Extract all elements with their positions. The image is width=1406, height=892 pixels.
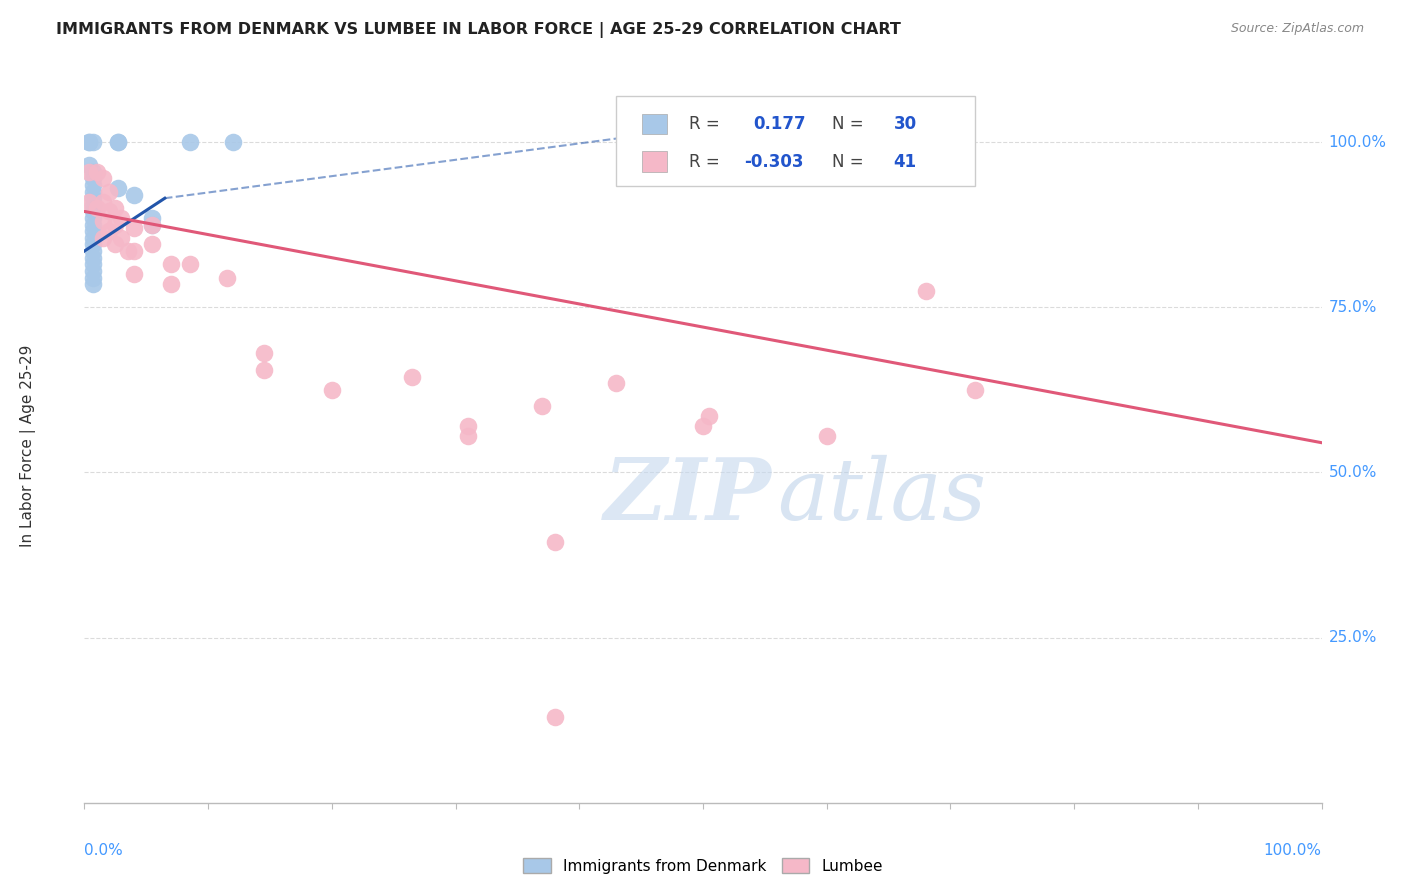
Point [82, 257, 104, 271]
Point [82, 198, 104, 212]
Text: 50.0%: 50.0% [1329, 465, 1376, 480]
Point [457, 429, 479, 443]
Text: R =: R = [689, 115, 725, 133]
Point [82, 185, 104, 199]
Text: 100.0%: 100.0% [1264, 843, 1322, 858]
Point [82, 218, 104, 232]
Point [98, 185, 121, 199]
Text: 100.0%: 100.0% [1329, 135, 1386, 150]
Point [107, 135, 129, 149]
Point [253, 346, 276, 360]
Text: IMMIGRANTS FROM DENMARK VS LUMBEE IN LABOR FORCE | AGE 25-29 CORRELATION CHART: IMMIGRANTS FROM DENMARK VS LUMBEE IN LAB… [56, 22, 901, 38]
Point [160, 257, 183, 271]
Point [82, 171, 104, 186]
Point [98, 224, 121, 238]
Point [86, 165, 108, 179]
Point [141, 237, 163, 252]
Point [110, 211, 132, 225]
Legend: Immigrants from Denmark, Lumbee: Immigrants from Denmark, Lumbee [517, 852, 889, 880]
Text: Source: ZipAtlas.com: Source: ZipAtlas.com [1230, 22, 1364, 36]
Text: 0.0%: 0.0% [84, 843, 124, 858]
Point [104, 218, 127, 232]
Text: ZIP: ZIP [605, 454, 772, 538]
Text: In Labor Force | Age 25-29: In Labor Force | Age 25-29 [20, 345, 37, 547]
Point [179, 257, 201, 271]
Point [82, 270, 104, 285]
Point [82, 251, 104, 265]
Point [605, 376, 627, 391]
Point [253, 363, 276, 377]
Point [79, 135, 101, 149]
Point [82, 264, 104, 278]
Point [82, 277, 104, 292]
Point [815, 429, 838, 443]
Text: 0.177: 0.177 [754, 115, 807, 133]
Point [117, 244, 139, 258]
Point [914, 284, 936, 298]
Point [91, 171, 114, 186]
Point [321, 383, 343, 397]
Text: R =: R = [689, 153, 725, 170]
Text: 30: 30 [894, 115, 917, 133]
Point [79, 135, 101, 149]
Text: 41: 41 [894, 153, 917, 170]
Point [965, 383, 987, 397]
Point [91, 231, 114, 245]
Point [141, 211, 163, 225]
Point [98, 204, 121, 219]
Point [86, 201, 108, 215]
Point [82, 178, 104, 192]
Point [104, 237, 127, 252]
FancyBboxPatch shape [616, 96, 976, 186]
Point [82, 211, 104, 225]
Point [82, 224, 104, 238]
Point [141, 218, 163, 232]
Point [457, 419, 479, 434]
Point [531, 400, 554, 414]
Point [91, 214, 114, 228]
Point [79, 194, 101, 209]
Point [141, 218, 163, 232]
Point [82, 191, 104, 205]
Point [122, 244, 145, 258]
Point [122, 188, 145, 202]
Point [104, 201, 127, 215]
Point [107, 181, 129, 195]
Point [122, 221, 145, 235]
Point [82, 135, 104, 149]
Point [222, 135, 245, 149]
Text: N =: N = [832, 153, 869, 170]
Point [543, 534, 565, 549]
Point [82, 165, 104, 179]
Point [107, 135, 129, 149]
Point [215, 270, 238, 285]
Text: 25.0%: 25.0% [1329, 630, 1376, 645]
Point [401, 369, 423, 384]
FancyBboxPatch shape [643, 152, 666, 172]
Text: atlas: atlas [778, 455, 987, 537]
Point [79, 158, 101, 172]
Point [122, 267, 145, 281]
Point [692, 419, 714, 434]
Text: N =: N = [832, 115, 869, 133]
Point [82, 237, 104, 252]
Point [543, 710, 565, 724]
Text: 75.0%: 75.0% [1329, 300, 1376, 315]
Text: -0.303: -0.303 [744, 153, 803, 170]
Point [82, 231, 104, 245]
Point [160, 277, 183, 292]
Point [110, 231, 132, 245]
Point [79, 165, 101, 179]
Point [179, 135, 201, 149]
Point [82, 204, 104, 219]
Point [697, 409, 720, 424]
Point [91, 194, 114, 209]
FancyBboxPatch shape [643, 113, 666, 134]
Point [82, 244, 104, 258]
